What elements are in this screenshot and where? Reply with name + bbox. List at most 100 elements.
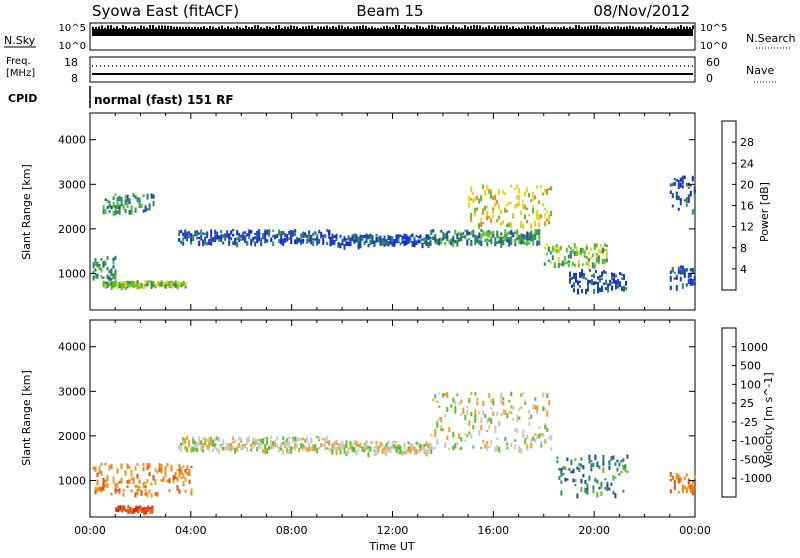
power-echo-cell bbox=[452, 237, 455, 242]
velocity-echo-cell bbox=[375, 444, 378, 450]
power-echo-cell bbox=[102, 283, 105, 287]
velocity-colorbar-tick-label: -100 bbox=[740, 435, 765, 448]
power-echo-cell bbox=[172, 284, 175, 287]
power-echo-cell bbox=[407, 236, 410, 241]
power-echo-cell bbox=[689, 184, 692, 187]
power-echo-cell bbox=[371, 235, 374, 241]
velocity-echo-cell bbox=[560, 471, 563, 477]
velocity-echo-cell bbox=[468, 398, 471, 404]
power-echo-cell bbox=[536, 210, 539, 214]
power-echo-cell bbox=[383, 241, 386, 244]
noise-spike bbox=[338, 25, 340, 29]
power-echo-cell bbox=[597, 257, 600, 262]
velocity-echo-cell bbox=[116, 483, 119, 488]
power-echo-cell bbox=[182, 232, 185, 237]
power-echo-cell bbox=[172, 281, 175, 285]
power-echo-cell bbox=[112, 196, 115, 201]
x-tick-label: 20:00 bbox=[578, 524, 610, 537]
power-echo-cell bbox=[679, 182, 682, 188]
velocity-echo-cell bbox=[492, 411, 495, 417]
power-echo-cell bbox=[314, 238, 317, 241]
velocity-echo-cell bbox=[594, 479, 597, 482]
velocity-echo-cell bbox=[580, 463, 583, 468]
power-echo-cell bbox=[308, 230, 311, 237]
velocity-echo-cell bbox=[409, 447, 412, 452]
power-echo-cell bbox=[591, 253, 594, 257]
power-echo-cell bbox=[681, 175, 684, 182]
noise-spike bbox=[683, 26, 685, 29]
power-echo-cell bbox=[196, 230, 199, 234]
velocity-echo-cell bbox=[104, 462, 107, 466]
power-echo-cell bbox=[675, 179, 678, 182]
velocity-echo-cell bbox=[144, 488, 147, 494]
x-axis-title: Time UT bbox=[368, 540, 414, 553]
noise-spike bbox=[98, 26, 100, 29]
power-echo-cell bbox=[128, 281, 131, 284]
power-echo-cell bbox=[540, 184, 543, 189]
power-echo-cell bbox=[413, 239, 416, 244]
power-echo-cell bbox=[389, 236, 392, 243]
velocity-echo-cell bbox=[524, 438, 527, 444]
power-echo-cell bbox=[599, 279, 601, 283]
power-echo-cell bbox=[452, 241, 455, 248]
velocity-echo-cell bbox=[387, 446, 390, 450]
velocity-echo-cell bbox=[180, 442, 183, 446]
power-echo-cell bbox=[128, 198, 131, 203]
power-echo-cell bbox=[210, 229, 213, 236]
velocity-echo-cell bbox=[444, 442, 447, 448]
velocity-echo-cell bbox=[562, 473, 565, 476]
power-echo-cell bbox=[294, 239, 297, 245]
power-echo-cell bbox=[294, 231, 297, 236]
velocity-echo-cell bbox=[500, 412, 503, 416]
noise-spike bbox=[410, 27, 412, 29]
power-echo-cell bbox=[474, 197, 477, 201]
power-echo-cell bbox=[339, 234, 342, 238]
velocity-echo-cell bbox=[367, 451, 370, 458]
power-echo-cell bbox=[118, 206, 121, 210]
power-echo-cell bbox=[94, 273, 97, 279]
power-echo-cell bbox=[359, 237, 362, 242]
power-echo-cell bbox=[270, 237, 273, 242]
power-echo-cell bbox=[126, 202, 129, 209]
power-echo-cell bbox=[591, 279, 593, 286]
power-echo-cell bbox=[409, 234, 412, 240]
velocity-echo-cell bbox=[618, 473, 621, 476]
noise-spike bbox=[92, 26, 94, 29]
power-echo-cell bbox=[687, 182, 690, 186]
power-echo-cell bbox=[458, 237, 461, 242]
power-echo-cell bbox=[367, 234, 370, 240]
velocity-colorbar-tick-label: 100 bbox=[740, 378, 761, 391]
power-echo-cell bbox=[685, 197, 688, 203]
nave-label: Nave bbox=[746, 64, 774, 77]
velocity-echo-cell bbox=[490, 418, 493, 425]
velocity-echo-cell bbox=[288, 436, 291, 439]
velocity-echo-cell bbox=[156, 470, 159, 474]
velocity-echo-cell bbox=[598, 465, 601, 469]
power-colorbar-tick-label: 28 bbox=[740, 136, 754, 149]
power-echo-cell bbox=[569, 247, 572, 250]
velocity-echo-cell bbox=[240, 437, 243, 442]
power-echo-cell bbox=[603, 248, 606, 251]
power-echo-cell bbox=[532, 234, 535, 238]
power-echo-cell bbox=[164, 284, 167, 289]
power-echo-cell bbox=[395, 234, 398, 240]
power-echo-cell bbox=[581, 289, 583, 294]
noise-spike bbox=[116, 26, 118, 29]
velocity-echo-cell bbox=[673, 485, 676, 491]
power-echo-cell bbox=[355, 233, 358, 236]
power-echo-cell bbox=[613, 277, 615, 284]
velocity-echo-cell bbox=[550, 434, 553, 441]
velocity-echo-cell bbox=[246, 437, 249, 443]
power-echo-cell bbox=[548, 188, 551, 191]
velocity-echo-cell bbox=[256, 438, 259, 444]
noise-spike bbox=[554, 26, 556, 29]
noise-spike bbox=[671, 27, 673, 29]
power-echo-cell bbox=[300, 239, 303, 245]
power-echo-cell bbox=[514, 188, 517, 191]
velocity-echo-cell bbox=[580, 487, 583, 492]
velocity-echo-cell bbox=[387, 447, 390, 452]
power-echo-cell bbox=[681, 265, 684, 271]
power-echo-cell bbox=[532, 240, 535, 246]
noise-spike bbox=[590, 25, 592, 29]
power-echo-cell bbox=[683, 269, 686, 272]
